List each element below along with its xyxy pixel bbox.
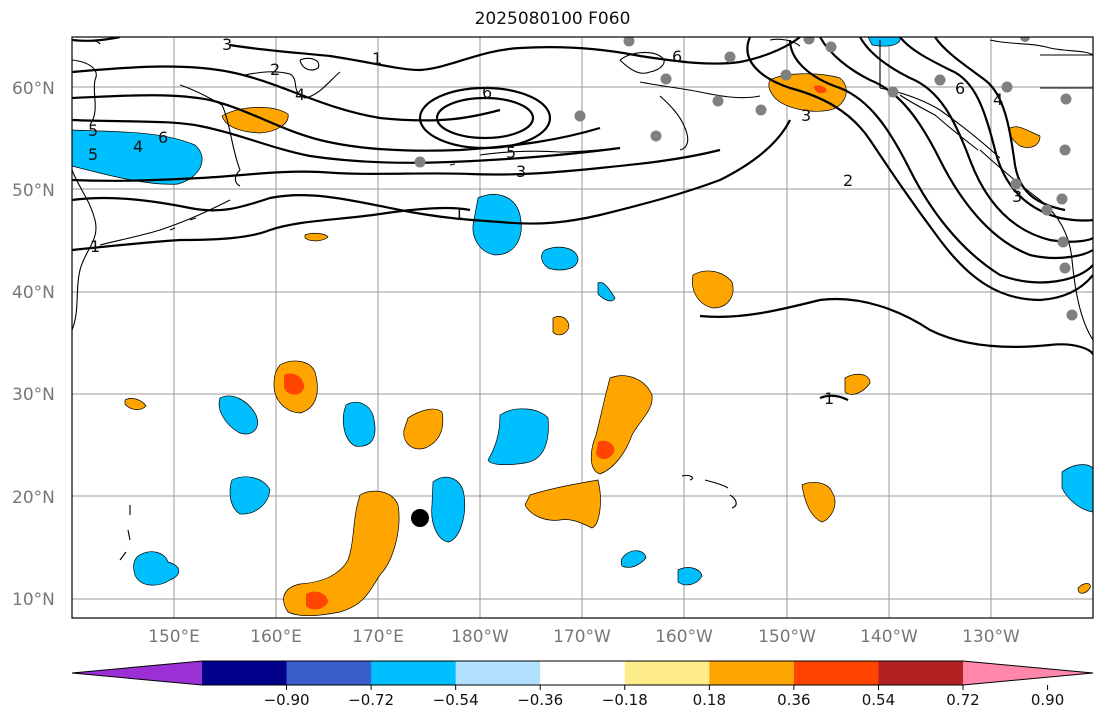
colorbar-tick-label: −0.90 bbox=[264, 691, 310, 709]
svg-text:4: 4 bbox=[993, 90, 1003, 109]
colorbar-swatch bbox=[455, 661, 541, 685]
colorbar-tick-label: −0.54 bbox=[433, 691, 479, 709]
lon-label: 160°E bbox=[250, 627, 302, 647]
svg-text:3: 3 bbox=[801, 106, 811, 125]
lat-label: 30°N bbox=[12, 385, 55, 405]
contour-labels: 1 2 3 4 5 6 6 5 3 1 2 3 4 6 5 6 4 3 1 1 bbox=[88, 35, 1022, 408]
lon-label: 150°W bbox=[758, 627, 816, 647]
svg-text:2: 2 bbox=[270, 60, 280, 79]
svg-text:3: 3 bbox=[516, 162, 526, 181]
lon-label: 140°W bbox=[860, 627, 918, 647]
colorbar-swatch bbox=[793, 661, 879, 685]
colorbar-tick-label: −0.72 bbox=[348, 691, 394, 709]
longitude-labels: 150°E 160°E 170°E 180°W 170°W 160°W 150°… bbox=[148, 627, 1020, 647]
station-markers bbox=[414, 37, 1078, 321]
colorbar-extend-min bbox=[72, 661, 202, 685]
map-frame bbox=[71, 36, 1094, 619]
lon-label: 130°W bbox=[962, 627, 1020, 647]
colorbar-swatch bbox=[878, 661, 964, 685]
latitude-labels: 60°N 50°N 40°N 30°N 20°N 10°N bbox=[12, 79, 55, 610]
svg-text:1: 1 bbox=[372, 49, 382, 68]
svg-text:6: 6 bbox=[672, 47, 682, 66]
colorbar-swatch bbox=[371, 661, 457, 685]
svg-text:6: 6 bbox=[158, 128, 168, 147]
colorbar-tick-label: −0.18 bbox=[602, 691, 648, 709]
negative-anomaly-areas bbox=[72, 37, 1093, 586]
lat-label: 10°N bbox=[12, 590, 55, 610]
svg-text:2: 2 bbox=[843, 171, 853, 190]
svg-text:1: 1 bbox=[454, 204, 464, 223]
svg-text:5: 5 bbox=[88, 121, 98, 140]
lat-label: 60°N bbox=[12, 79, 55, 99]
storm-center-marker bbox=[411, 509, 429, 527]
colorbar-swatch bbox=[624, 661, 710, 685]
colorbar-tick-label: 0.72 bbox=[946, 691, 979, 709]
svg-text:1: 1 bbox=[824, 389, 834, 408]
colorbar: −0.90 −0.72 −0.54 −0.36 −0.18 0.18 0.36 0.54 0.7… bbox=[71, 660, 1094, 709]
lat-label: 20°N bbox=[12, 488, 55, 508]
svg-text:4: 4 bbox=[133, 137, 143, 156]
svg-text:5: 5 bbox=[88, 145, 98, 164]
colorbar-swatch bbox=[709, 661, 795, 685]
map-title: 2025080100 F060 bbox=[474, 9, 631, 29]
lon-label: 150°E bbox=[148, 627, 200, 647]
svg-text:4: 4 bbox=[295, 85, 305, 104]
colorbar-outline bbox=[71, 660, 1094, 686]
height-contours bbox=[72, 37, 1093, 401]
svg-text:1: 1 bbox=[90, 237, 100, 256]
svg-text:6: 6 bbox=[955, 79, 965, 98]
colorbar-tick-label: 0.90 bbox=[1031, 691, 1064, 709]
svg-text:5: 5 bbox=[506, 143, 516, 162]
colorbar-swatch bbox=[286, 661, 372, 685]
lat-label: 50°N bbox=[12, 181, 55, 201]
lat-label: 40°N bbox=[12, 283, 55, 303]
lon-label: 170°E bbox=[352, 627, 404, 647]
colorbar-tick-label: 0.18 bbox=[693, 691, 726, 709]
lon-label: 170°W bbox=[553, 627, 611, 647]
svg-text:6: 6 bbox=[482, 83, 492, 102]
colorbar-extend-max bbox=[963, 661, 1093, 685]
svg-text:3: 3 bbox=[1012, 187, 1022, 206]
coastlines bbox=[72, 38, 1093, 561]
colorbar-tick-label: −0.36 bbox=[517, 691, 563, 709]
strong-positive-anomaly-areas bbox=[284, 85, 827, 610]
colorbar-tick-label: 0.36 bbox=[777, 691, 810, 709]
lon-label: 180°W bbox=[451, 627, 509, 647]
svg-text:3: 3 bbox=[222, 35, 232, 54]
colorbar-swatch bbox=[540, 661, 626, 685]
colorbar-swatch bbox=[202, 661, 288, 685]
lon-label: 160°W bbox=[655, 627, 713, 647]
colorbar-tick-label: 0.54 bbox=[862, 691, 895, 709]
